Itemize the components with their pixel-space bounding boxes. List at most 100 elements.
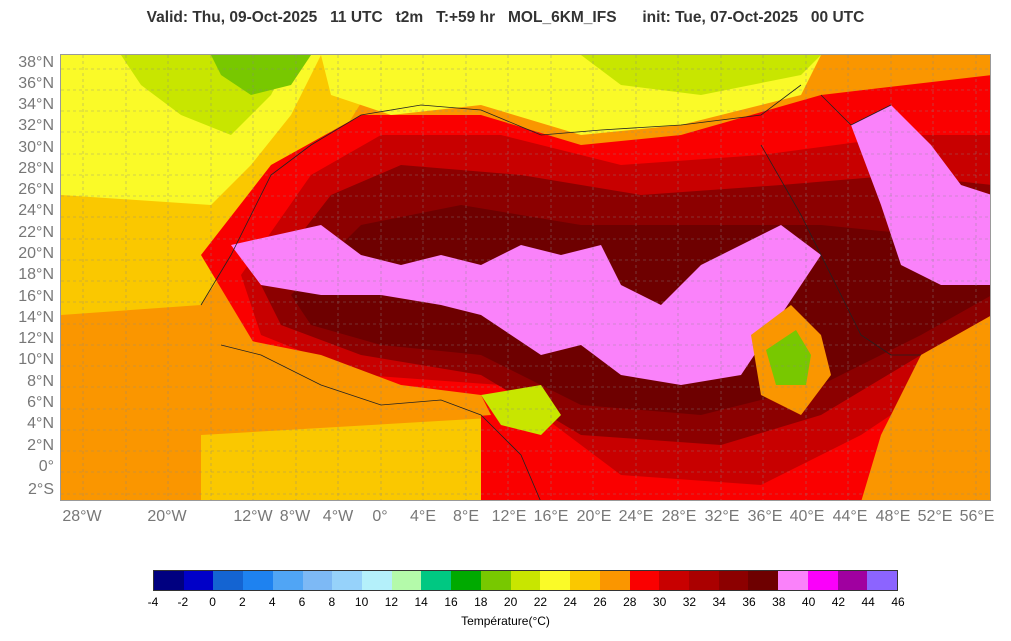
- legend-tick-label: 38: [772, 595, 786, 609]
- legend-swatch: [213, 571, 244, 590]
- legend-tick-label: 34: [712, 595, 726, 609]
- legend-tick-label: 12: [384, 595, 399, 609]
- legend-swatch: [659, 571, 689, 590]
- lon-label: 8°E: [453, 508, 479, 525]
- legend-tick-label: 26: [593, 595, 607, 609]
- legend-swatch: [332, 571, 363, 590]
- lat-label: 34°N: [18, 96, 54, 113]
- lat-label: 38°N: [18, 54, 54, 71]
- lon-label: 20°E: [576, 508, 612, 525]
- lon-label: 4°E: [410, 508, 436, 525]
- legend-tick-label: 6: [298, 595, 306, 609]
- legend-swatch: [837, 571, 868, 590]
- legend-tick-label: 8: [328, 595, 336, 609]
- red-sea-coast: [760, 94, 921, 356]
- legend-tick-label: -4: [147, 595, 159, 609]
- lon-label: 12°W: [233, 508, 273, 525]
- legend-swatch: [391, 571, 422, 590]
- legend-swatch: [688, 571, 719, 590]
- legend-swatch: [629, 571, 660, 590]
- lon-label: 36°E: [747, 508, 783, 525]
- arabia-pink-field: [851, 105, 990, 285]
- lat-label: 10°N: [18, 351, 54, 368]
- lon-label: 52°E: [917, 508, 953, 525]
- lat-label: 6°N: [27, 394, 54, 411]
- legend-swatch: [272, 571, 303, 590]
- legend-tick-label: -2: [177, 595, 189, 609]
- lat-label: 32°N: [18, 117, 54, 134]
- lon-label: 32°E: [704, 508, 740, 525]
- lat-label: 26°N: [18, 181, 54, 198]
- legend-tick-label: 24: [563, 595, 577, 609]
- legend-tick-label: 44: [861, 595, 875, 609]
- legend-swatch: [599, 571, 630, 590]
- eastern-med-field: [581, 55, 821, 95]
- lon-label: 24°E: [618, 508, 654, 525]
- legend-swatch: [183, 571, 214, 590]
- lat-label: 16°N: [18, 288, 54, 305]
- legend-swatch: [451, 571, 481, 590]
- legend-swatch: [243, 571, 273, 590]
- cameroon-field: [481, 385, 561, 435]
- color-legend: [153, 570, 898, 591]
- legend-tick-label: 16: [444, 595, 458, 609]
- west-africa-coast-field: [221, 335, 491, 425]
- lon-label: 12°E: [491, 508, 527, 525]
- lat-label: 24°N: [18, 202, 54, 219]
- legend-swatch: [807, 571, 838, 590]
- gulf-guinea-field: [201, 415, 541, 500]
- legend-swatch: [510, 571, 541, 590]
- map-title: Valid: Thu, 09-Oct-2025 11 UTC t2m T:+59…: [146, 9, 865, 26]
- legend-title: Température(°C): [461, 614, 550, 628]
- lon-label: 40°E: [789, 508, 825, 525]
- lat-label: 2°N: [27, 437, 54, 454]
- legend-swatch: [540, 571, 571, 590]
- ethiopia-cool-field: [766, 330, 811, 385]
- graticule: [61, 55, 990, 500]
- legend-swatch: [421, 571, 452, 590]
- legend-tick-label: 2: [239, 595, 246, 609]
- lon-label: 0°: [372, 508, 388, 525]
- legend-tick-label: 22: [533, 595, 548, 609]
- legend-swatch: [778, 571, 808, 590]
- legend-tick-label: 40: [801, 595, 816, 609]
- legend-swatch: [570, 571, 600, 590]
- legend-swatch: [748, 571, 779, 590]
- legend-tick-label: 46: [891, 595, 905, 609]
- lon-label: 8°W: [279, 508, 311, 525]
- lon-label: 28°W: [62, 508, 102, 525]
- lat-label: 18°N: [18, 266, 54, 283]
- lat-label: 14°N: [18, 309, 54, 326]
- legend-swatch: [867, 571, 897, 590]
- legend-swatch: [480, 571, 511, 590]
- legend-tick-label: 42: [831, 595, 846, 609]
- legend-swatch: [362, 571, 392, 590]
- map-canvas: [61, 55, 990, 500]
- legend-tick-label: 20: [503, 595, 518, 609]
- legend-tick-label: 18: [474, 595, 488, 609]
- lon-label: 4°W: [322, 508, 354, 525]
- lon-label: 20°W: [147, 508, 187, 525]
- lat-label: 4°N: [27, 415, 54, 432]
- lon-label: 28°E: [661, 508, 697, 525]
- indian-ocean-field: [861, 316, 990, 500]
- legend-swatch: [302, 571, 333, 590]
- legend-swatch: [154, 571, 184, 590]
- legend-tick-label: 30: [652, 595, 667, 609]
- legend-tick-label: 32: [682, 595, 697, 609]
- legend-tick-label: 36: [742, 595, 756, 609]
- lat-label: 30°N: [18, 139, 54, 156]
- lon-label: 44°E: [832, 508, 868, 525]
- lon-label: 56°E: [959, 508, 995, 525]
- lat-label: 22°N: [18, 224, 54, 241]
- legend-tick-label: 28: [623, 595, 637, 609]
- legend-tick-label: 4: [268, 595, 276, 609]
- lat-label: 12°N: [18, 330, 54, 347]
- lat-label: 2°S: [28, 481, 54, 498]
- legend-tick-label: 10: [354, 595, 369, 609]
- lat-label: 28°N: [18, 160, 54, 177]
- lon-label: 48°E: [875, 508, 911, 525]
- temperature-map: [60, 54, 991, 501]
- lat-label: 20°N: [18, 245, 54, 262]
- legend-tick-label: 14: [414, 595, 428, 609]
